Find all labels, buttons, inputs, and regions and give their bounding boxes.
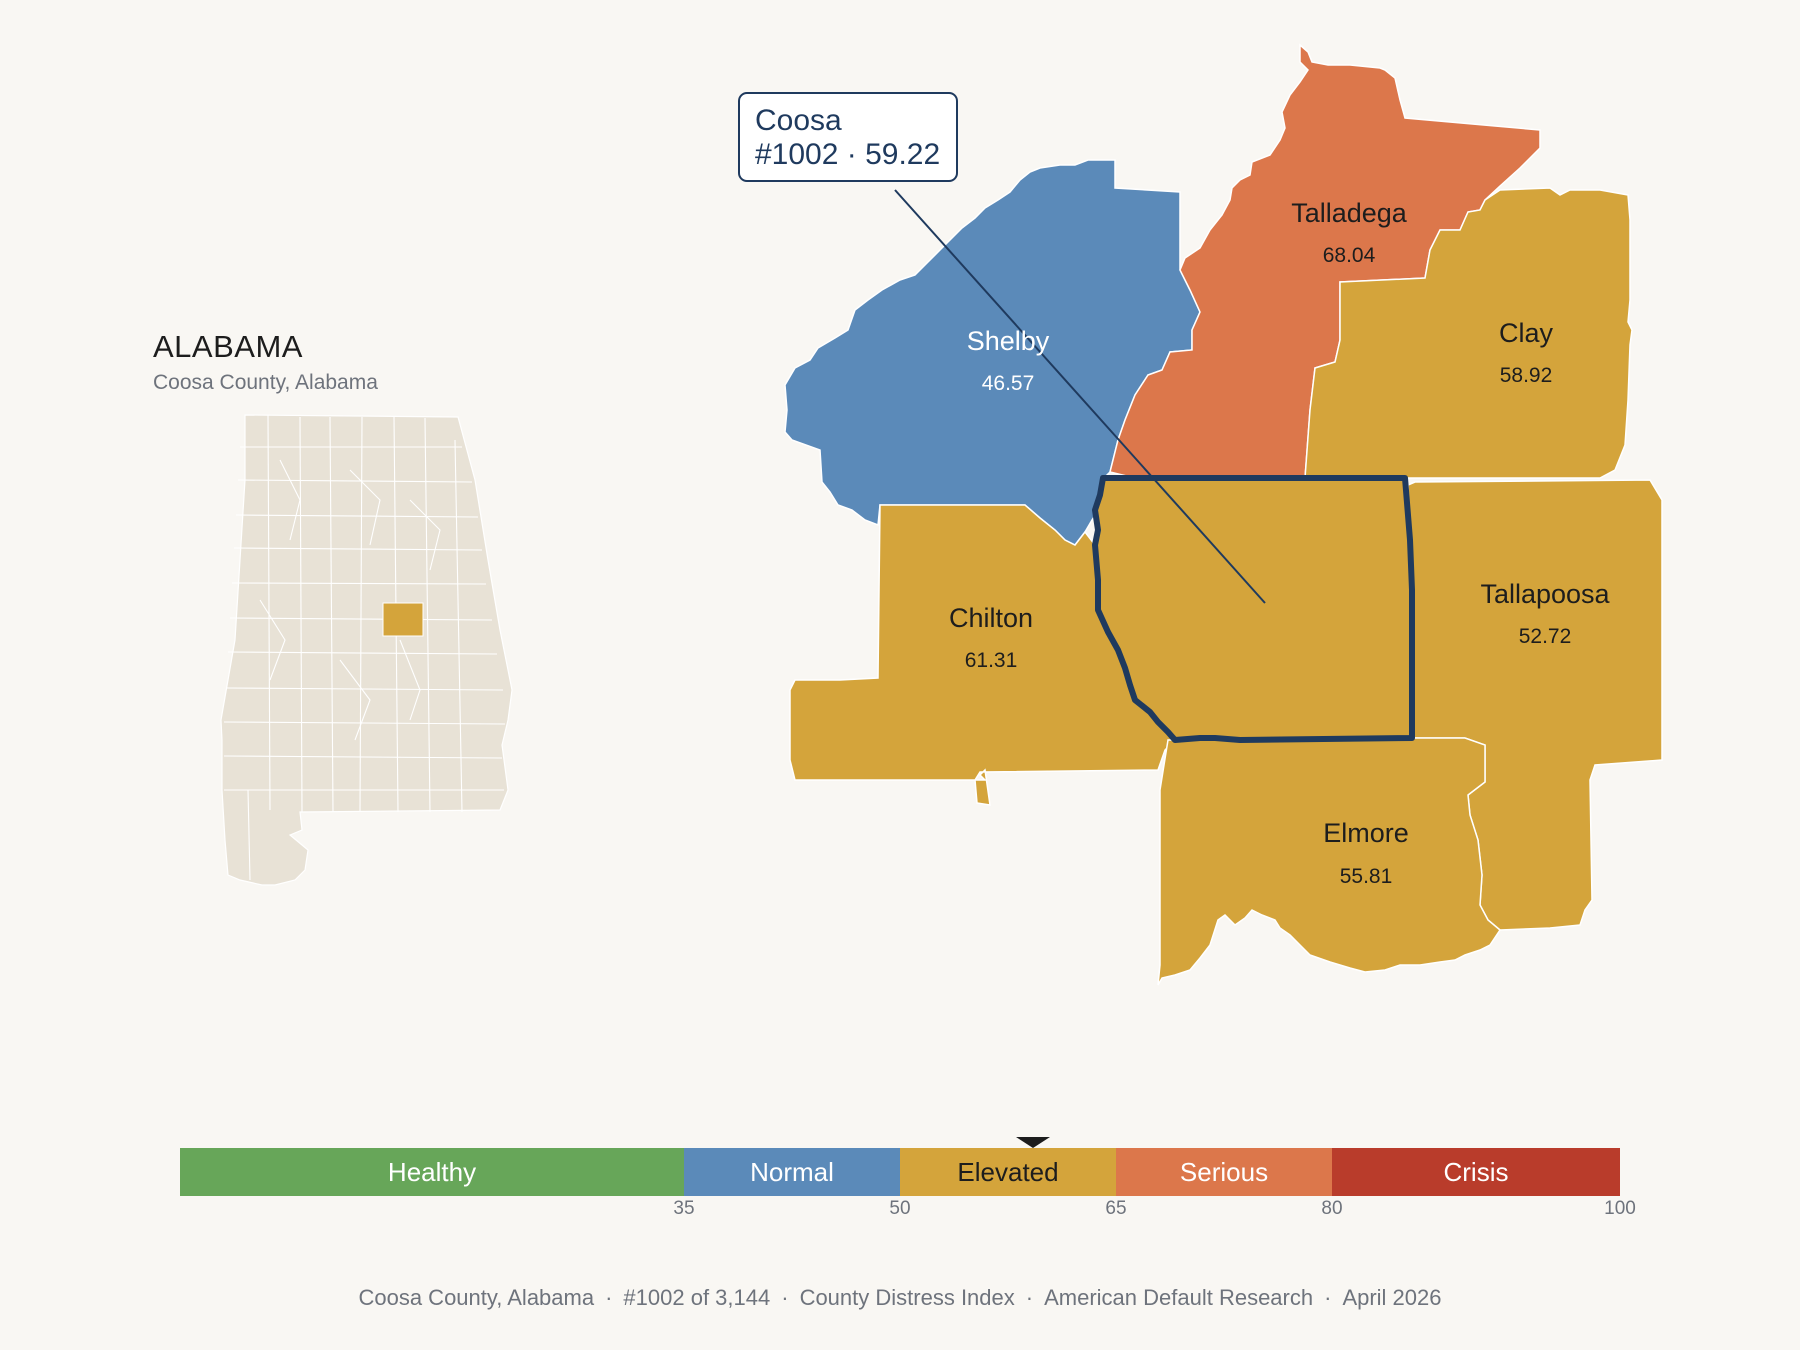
distress-scale: Healthy Normal Elevated Serious Crisis — [180, 1148, 1620, 1196]
county-value-tallapoosa: 52.72 — [1519, 625, 1572, 648]
scale-band-normal: Normal — [684, 1148, 900, 1196]
county-label-talladega: Talladega — [1291, 198, 1408, 228]
coosa-inset-highlight — [382, 602, 424, 637]
county-label-chilton: Chilton — [949, 603, 1033, 633]
coosa-highlight-outline — [1092, 475, 1415, 743]
county-value-clay: 58.92 — [1500, 364, 1553, 387]
scale-tick-100: 100 — [1604, 1198, 1636, 1219]
county-value-shelby: 46.57 — [982, 372, 1035, 395]
scale-marker — [1016, 1137, 1050, 1148]
county-labels: Shelby 46.57 Talladega 68.04 Clay 58.92 … — [949, 198, 1611, 888]
scale-tick-50: 50 — [889, 1198, 911, 1219]
scale-band-crisis: Crisis — [1332, 1148, 1620, 1196]
footer-rank: #1002 of 3,144 — [623, 1285, 771, 1310]
scale-tick-65: 65 — [1105, 1198, 1127, 1219]
county-map — [784, 43, 1663, 986]
scale-band-serious: Serious — [1116, 1148, 1332, 1196]
footer-index: County Distress Index — [799, 1285, 1015, 1310]
footer-county: Coosa County, Alabama — [358, 1285, 595, 1310]
county-value-elmore: 55.81 — [1340, 865, 1393, 888]
footer: Coosa County, Alabama · #1002 of 3,144 · Cou… — [358, 1285, 1442, 1310]
footer-date: April 2026 — [1342, 1285, 1442, 1310]
county-elmore[interactable] — [1157, 737, 1501, 986]
county-value-chilton: 61.31 — [965, 649, 1018, 672]
county-label-elmore: Elmore — [1323, 818, 1409, 848]
county-coosa[interactable] — [1094, 477, 1413, 741]
county-value-talladega: 68.04 — [1323, 244, 1376, 267]
footer-org: American Default Research — [1044, 1285, 1314, 1310]
tooltip-rank-score: #1002 · 59.22 — [755, 138, 941, 171]
scale-band-elevated: Elevated — [900, 1148, 1116, 1196]
state-name: ALABAMA — [153, 329, 303, 364]
county-label-clay: Clay — [1499, 318, 1554, 348]
county-label-shelby: Shelby — [967, 326, 1050, 356]
scale-tick-35: 35 — [673, 1198, 695, 1219]
tooltip-county-name: Coosa — [755, 104, 842, 137]
county-tooltip: Coosa #1002 · 59.22 — [738, 92, 958, 182]
inset-subtitle: Coosa County, Alabama — [153, 371, 378, 394]
tooltip-leader-line — [894, 189, 1266, 604]
alabama-state-shape — [220, 414, 513, 886]
scale-band-healthy: Healthy — [180, 1148, 684, 1196]
inset-header: ALABAMA Coosa County, Alabama — [153, 329, 378, 395]
alabama-inset-map — [220, 414, 513, 886]
county-clay[interactable] — [1304, 187, 1633, 479]
county-talladega[interactable] — [1109, 43, 1541, 479]
scale-tick-80: 80 — [1321, 1198, 1343, 1219]
county-label-tallapoosa: Tallapoosa — [1480, 579, 1610, 609]
